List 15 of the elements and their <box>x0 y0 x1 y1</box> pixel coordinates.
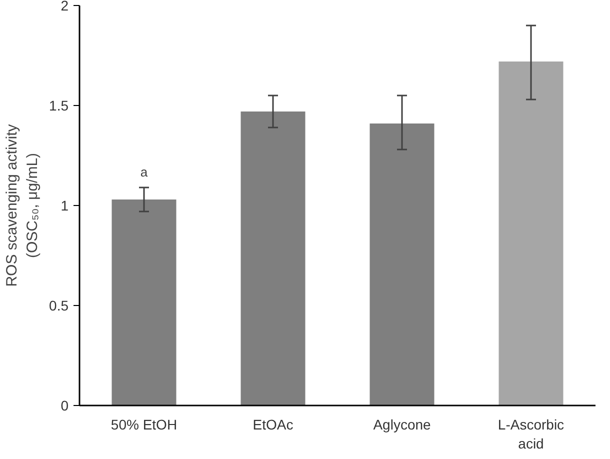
bar <box>112 200 176 406</box>
bar <box>240 112 306 406</box>
y-tick-label: 1.5 <box>49 98 69 114</box>
y-tick-label: 0 <box>60 398 69 414</box>
x-tick-label: EtOAc <box>252 416 294 432</box>
y-tick-label: 2 <box>60 0 69 14</box>
x-tick-label: L-Ascorbic acid <box>498 416 564 452</box>
y-tick-label: 0.5 <box>49 298 69 314</box>
annotation: a <box>140 164 148 180</box>
y-tick-label: 1 <box>60 198 69 214</box>
x-tick-label: Aglycone <box>373 416 432 432</box>
bar <box>370 124 434 406</box>
y-axis-title: ROS scavenging activity (OSC₅₀, μg/mL) <box>4 124 42 287</box>
bar <box>498 62 564 406</box>
x-tick-label: 50% EtOH <box>110 416 178 432</box>
